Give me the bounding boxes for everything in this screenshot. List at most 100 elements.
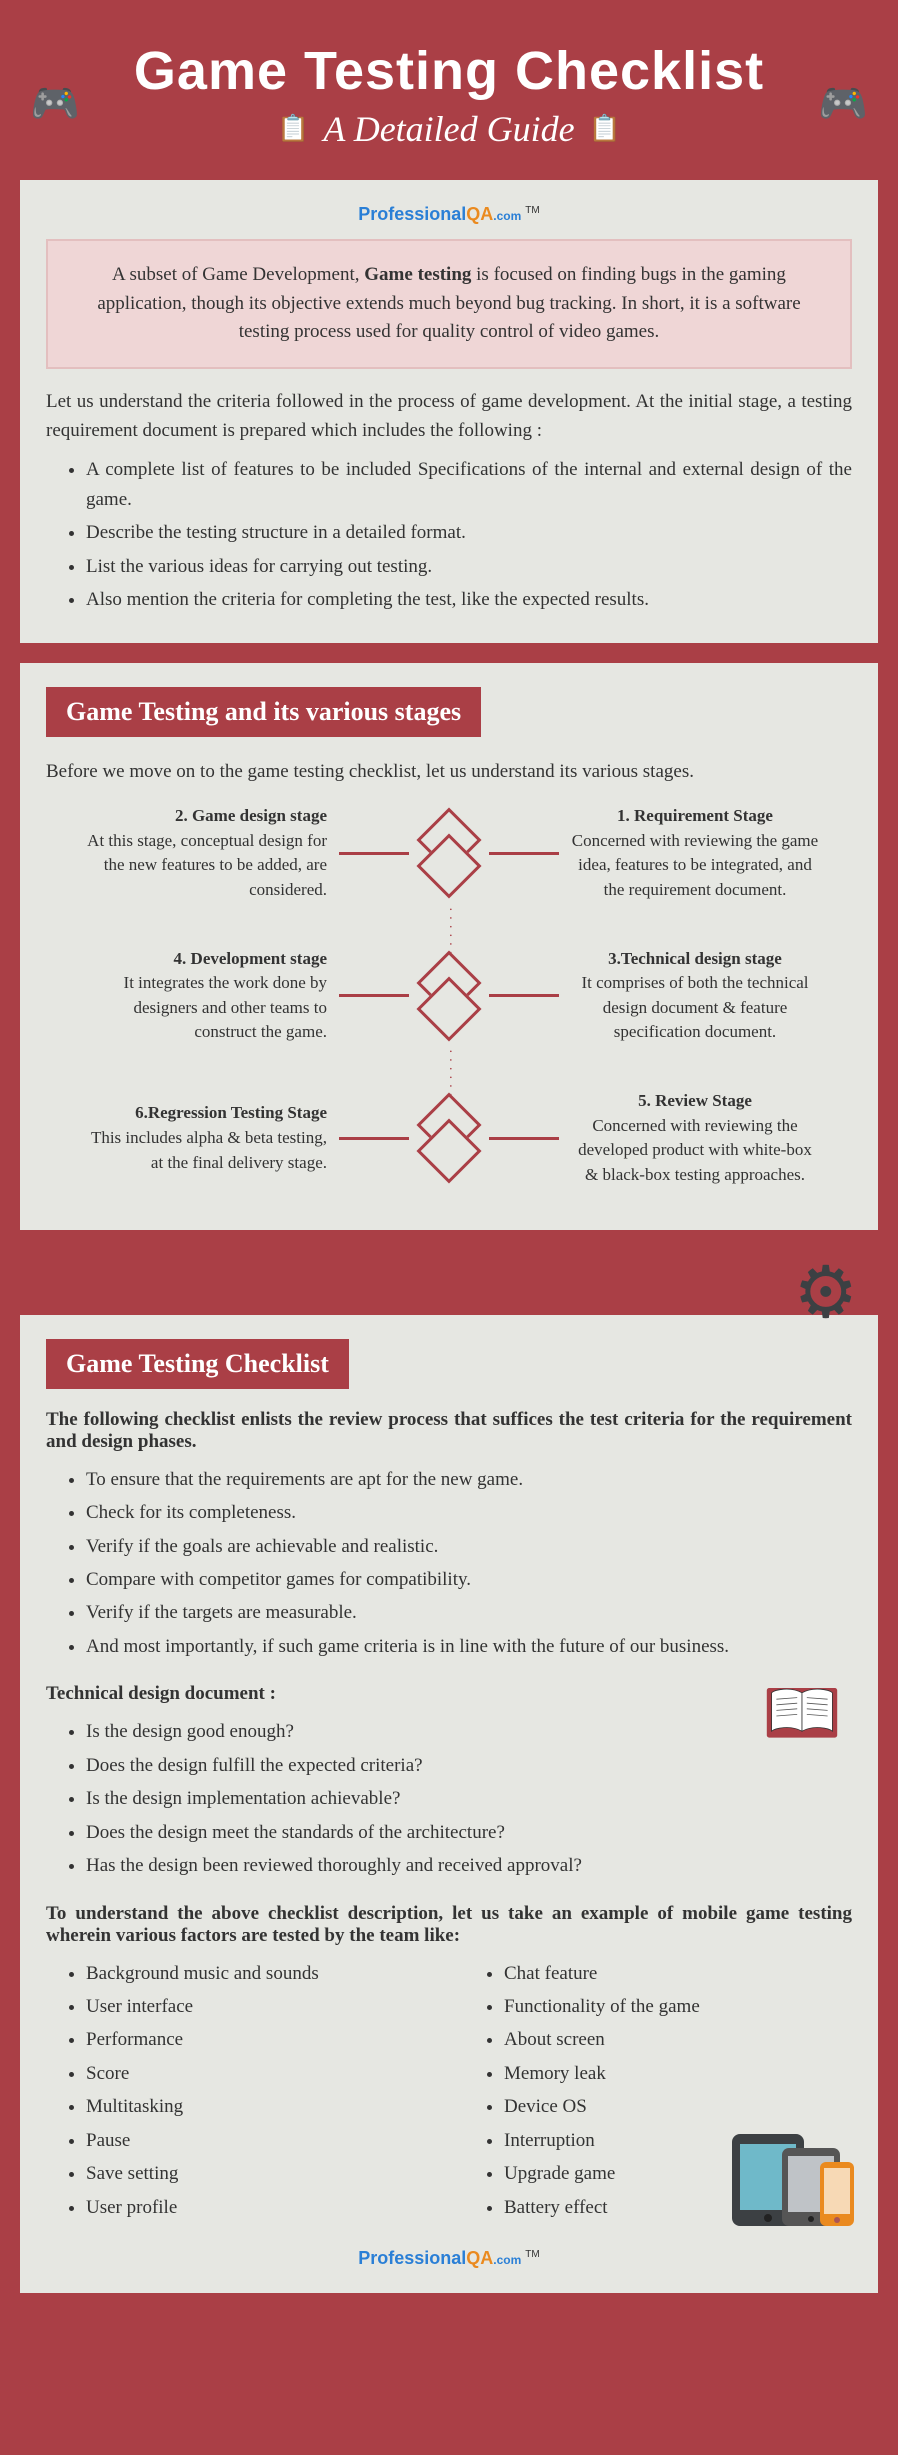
main-title: Game Testing Checklist <box>20 40 878 102</box>
stages-diagram: 2. Game design stage At this stage, conc… <box>46 804 852 1188</box>
logo-tm: TM <box>525 2249 539 2260</box>
list-item: Check for its completeness. <box>86 1498 852 1527</box>
connector-line <box>339 1137 409 1140</box>
section-title-wrap: Game Testing and its various stages <box>46 687 852 737</box>
stage-body: It comprises of both the technical desig… <box>571 971 819 1045</box>
list-item: Describe the testing structure in a deta… <box>86 518 852 547</box>
logo-tm: TM <box>525 205 539 216</box>
list-item: Compare with competitor games for compat… <box>86 1565 852 1594</box>
book-icon <box>762 1677 842 1747</box>
list-item: Has the design been reviewed thoroughly … <box>86 1851 852 1880</box>
stage-title: 1. Requirement Stage <box>571 804 819 829</box>
list-item: Also mention the criteria for completing… <box>86 585 852 614</box>
stage-title: 3.Technical design stage <box>571 947 819 972</box>
connector <box>339 813 559 893</box>
connector-line <box>489 852 559 855</box>
list-item: And most importantly, if such game crite… <box>86 1632 852 1661</box>
vertical-dots-icon: ······ <box>442 1049 456 1085</box>
document-icon: 📋 <box>589 114 621 144</box>
connector-line <box>489 1137 559 1140</box>
infographic-container: 🎮 🎮 Game Testing Checklist 📋 A Detailed … <box>0 0 898 2333</box>
list-item: Chat feature <box>504 1959 852 1988</box>
list-item: User interface <box>86 1992 434 2021</box>
logo-text-qa: QA <box>466 2248 493 2268</box>
stage-body: It integrates the work done by designers… <box>79 971 327 1045</box>
game-controller-icon: 🎮 <box>30 80 80 127</box>
list-item: To ensure that the requirements are apt … <box>86 1465 852 1494</box>
stage-4: 4. Development stage It integrates the w… <box>79 947 339 1046</box>
stage-body: At this stage, conceptual design for the… <box>79 829 327 903</box>
stage-row-3: 6.Regression Testing Stage This includes… <box>56 1089 842 1188</box>
logo-row: ProfessionalQA.comTM <box>46 204 852 225</box>
stage-title: 6.Regression Testing Stage <box>79 1101 327 1126</box>
intro-text-bold: Game testing <box>364 264 471 285</box>
list-item: About screen <box>504 2025 852 2054</box>
list-item: Save setting <box>86 2159 434 2188</box>
stage-2: 2. Game design stage At this stage, conc… <box>79 804 339 903</box>
stage-1: 1. Requirement Stage Concerned with revi… <box>559 804 819 903</box>
stage-body: Concerned with reviewing the developed p… <box>571 1114 819 1188</box>
stage-title: 5. Review Stage <box>571 1089 819 1114</box>
section-title-stages: Game Testing and its various stages <box>46 687 481 737</box>
list-item: User profile <box>86 2193 434 2222</box>
diamond-node-icon <box>409 1098 489 1178</box>
connector <box>339 1098 559 1178</box>
connector <box>339 956 559 1036</box>
list-item: Memory leak <box>504 2059 852 2088</box>
criteria-intro: Let us understand the criteria followed … <box>46 387 852 446</box>
connector-line <box>339 994 409 997</box>
stages-intro: Before we move on to the game testing ch… <box>46 757 852 786</box>
devices-icon <box>728 2126 858 2236</box>
list-item: Score <box>86 2059 434 2088</box>
stage-row-2: 4. Development stage It integrates the w… <box>56 947 842 1046</box>
checklist-panel: Game Testing Checklist The following che… <box>20 1315 878 2293</box>
stage-title: 2. Game design stage <box>79 804 327 829</box>
stage-5: 5. Review Stage Concerned with reviewing… <box>559 1089 819 1188</box>
list-item: Functionality of the game <box>504 1992 852 2021</box>
connector-line <box>489 994 559 997</box>
mobile-intro: To understand the above checklist descri… <box>46 1903 852 1947</box>
list-item: Does the design fulfill the expected cri… <box>86 1751 852 1780</box>
intro-text-before: A subset of Game Development, <box>112 264 364 285</box>
header: 🎮 🎮 Game Testing Checklist 📋 A Detailed … <box>20 20 878 180</box>
section-title-wrap: Game Testing Checklist <box>46 1339 852 1389</box>
diamond-node-icon <box>409 956 489 1036</box>
connector-line <box>339 852 409 855</box>
logo-text-com: .com <box>493 209 521 223</box>
logo-text-professional: Professional <box>358 204 466 224</box>
list-item: A complete list of features to be includ… <box>86 455 852 514</box>
section-title-checklist: Game Testing Checklist <box>46 1339 349 1389</box>
document-icon: 📋 <box>277 114 309 144</box>
subtitle: A Detailed Guide <box>323 108 574 150</box>
stage-body: This includes alpha & beta testing, at t… <box>79 1126 327 1175</box>
list-item: Multitasking <box>86 2092 434 2121</box>
list-item: Is the design implementation achievable? <box>86 1784 852 1813</box>
list-item: Is the design good enough? <box>86 1717 852 1746</box>
list-item: Performance <box>86 2025 434 2054</box>
tech-list: Is the design good enough? Does the desig… <box>46 1717 852 1880</box>
checklist-list: To ensure that the requirements are apt … <box>46 1465 852 1662</box>
logo-text-professional: Professional <box>358 2248 466 2268</box>
brand-logo: ProfessionalQA.comTM <box>358 2248 540 2268</box>
diamond-node-icon <box>409 813 489 893</box>
tech-heading: Technical design document : <box>46 1683 852 1705</box>
list-item: Does the design meet the standards of th… <box>86 1818 852 1847</box>
subtitle-row: 📋 A Detailed Guide 📋 <box>20 108 878 150</box>
list-item: List the various ideas for carrying out … <box>86 552 852 581</box>
list-item: Device OS <box>504 2092 852 2121</box>
brand-logo: ProfessionalQA.comTM <box>358 204 540 224</box>
checklist-intro: The following checklist enlists the revi… <box>46 1409 852 1453</box>
game-controller-icon: 🎮 <box>818 80 868 127</box>
stages-panel: Game Testing and its various stages Befo… <box>20 663 878 1230</box>
list-item: Verify if the targets are measurable. <box>86 1598 852 1627</box>
criteria-list: A complete list of features to be includ… <box>46 455 852 614</box>
stage-3: 3.Technical design stage It comprises of… <box>559 947 819 1046</box>
list-item: Pause <box>86 2126 434 2155</box>
stage-body: Concerned with reviewing the game idea, … <box>571 829 819 903</box>
mobile-factors-columns: Background music and sounds User interfac… <box>46 1959 852 2227</box>
intro-callout: A subset of Game Development, Game testi… <box>46 239 852 369</box>
stage-6: 6.Regression Testing Stage This includes… <box>79 1101 339 1175</box>
list-item: Background music and sounds <box>86 1959 434 1988</box>
intro-panel: ProfessionalQA.comTM A subset of Game De… <box>20 180 878 643</box>
vertical-dots-icon: ······ <box>442 907 456 943</box>
